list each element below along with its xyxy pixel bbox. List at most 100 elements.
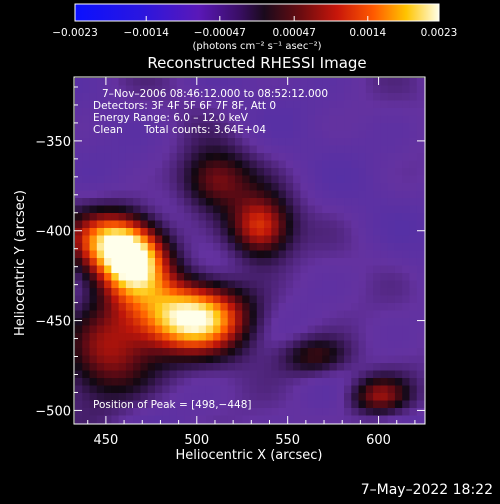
heatmap-cell [125,393,134,402]
heatmap-cell [409,265,418,274]
heatmap-cell [300,265,309,274]
heatmap-cell [104,108,112,117]
heatmap-cell [322,108,331,117]
heatmap-cell [198,385,207,394]
heatmap-cell [154,273,163,282]
heatmap-cell [242,310,251,319]
heatmap-cell [125,108,134,117]
heatmap-cell [416,355,425,364]
heatmap-cell [220,115,229,124]
heatmap-cell [118,235,127,244]
heatmap-cell [111,100,120,109]
heatmap-cell [133,318,142,327]
heatmap-cell [154,295,163,304]
heatmap-cell [278,273,287,282]
heatmap-cell [234,205,243,214]
heatmap-cell [394,93,403,102]
heatmap-cell [242,145,251,154]
heatmap-cell [307,288,316,297]
heatmap-cell [227,280,236,289]
heatmap-cell [154,183,163,192]
heatmap-cell [307,295,316,304]
heatmap-cell [344,250,352,259]
heatmap-cell [285,393,294,402]
heatmap-cell [307,235,316,244]
heatmap-cell [75,145,83,154]
heatmap-cell [264,175,272,184]
heatmap-cell [220,183,229,192]
heatmap-cell [307,160,316,169]
heatmap-cell [147,190,156,199]
heatmap-cell [242,400,251,409]
heatmap-cell [82,190,91,199]
chart-title: Reconstructed RHESSI Image [147,54,366,72]
heatmap-cell [336,78,345,87]
heatmap-cell [373,295,381,304]
heatmap-cell [133,85,142,94]
heatmap-cell [191,93,200,102]
heatmap-cell [293,160,301,169]
heatmap-cell [154,198,163,207]
heatmap-cell [176,325,185,334]
heatmap-cell [198,363,207,372]
heatmap-cell [329,288,338,297]
heatmap-cell [329,408,338,417]
heatmap-cell [387,220,396,229]
heatmap-cell [365,100,374,109]
heatmap-cell [409,348,418,357]
heatmap-cell [191,138,200,147]
heatmap-cell [220,175,229,184]
heatmap-cell [373,355,381,364]
heatmap-cell [111,78,120,87]
heatmap-cell [264,385,272,394]
heatmap-cell [89,355,98,364]
heatmap-cell [176,213,185,222]
heatmap-cell [82,85,91,94]
heatmap-cell [314,220,323,229]
heatmap-cell [227,85,236,94]
heatmap-cell [198,400,207,409]
heatmap-cell [176,243,185,252]
heatmap-cell [329,123,338,132]
heatmap-cell [104,340,112,349]
heatmap-cell [213,303,222,312]
heatmap-cell [409,93,418,102]
heatmap-cell [125,190,134,199]
heatmap-cell [336,310,345,319]
heatmap-cell [184,273,192,282]
heatmap-cell [75,198,83,207]
heatmap-cell [205,340,214,349]
heatmap-cell [322,183,331,192]
heatmap-cell [191,355,200,364]
heatmap-cell [89,100,98,109]
heatmap-cell [184,250,192,259]
heatmap-cell [242,115,251,124]
heatmap-cell [402,280,411,289]
heatmap-cell [336,153,345,162]
heatmap-cell [314,400,323,409]
heatmap-cell [329,295,338,304]
heatmap-cell [344,385,352,394]
heatmap-cell [154,408,163,417]
heatmap-cell [140,385,149,394]
heatmap-cell [104,183,112,192]
heatmap-cell [329,220,338,229]
heatmap-cell [147,108,156,117]
heatmap-cell [154,393,163,402]
heatmap-cell [351,220,360,229]
annotation-clean: Clean [93,124,123,136]
heatmap-cell [365,123,374,132]
heatmap-cell [249,235,258,244]
colorbar-ticks: −0.0023 −0.0014 −0.00047 0.00047 0.0014 0.002… [52,16,457,39]
heatmap-cell [256,228,265,237]
heatmap-cell [307,310,316,319]
heatmap-cell [344,123,352,132]
heatmap-cell [314,280,323,289]
heatmap-cell [387,303,396,312]
heatmap-cell [314,295,323,304]
heatmap-cell [380,415,389,424]
x-tick-label: 550 [275,433,300,448]
heatmap-cell [373,303,381,312]
heatmap-cell [351,378,360,387]
heatmap-cell [96,235,105,244]
